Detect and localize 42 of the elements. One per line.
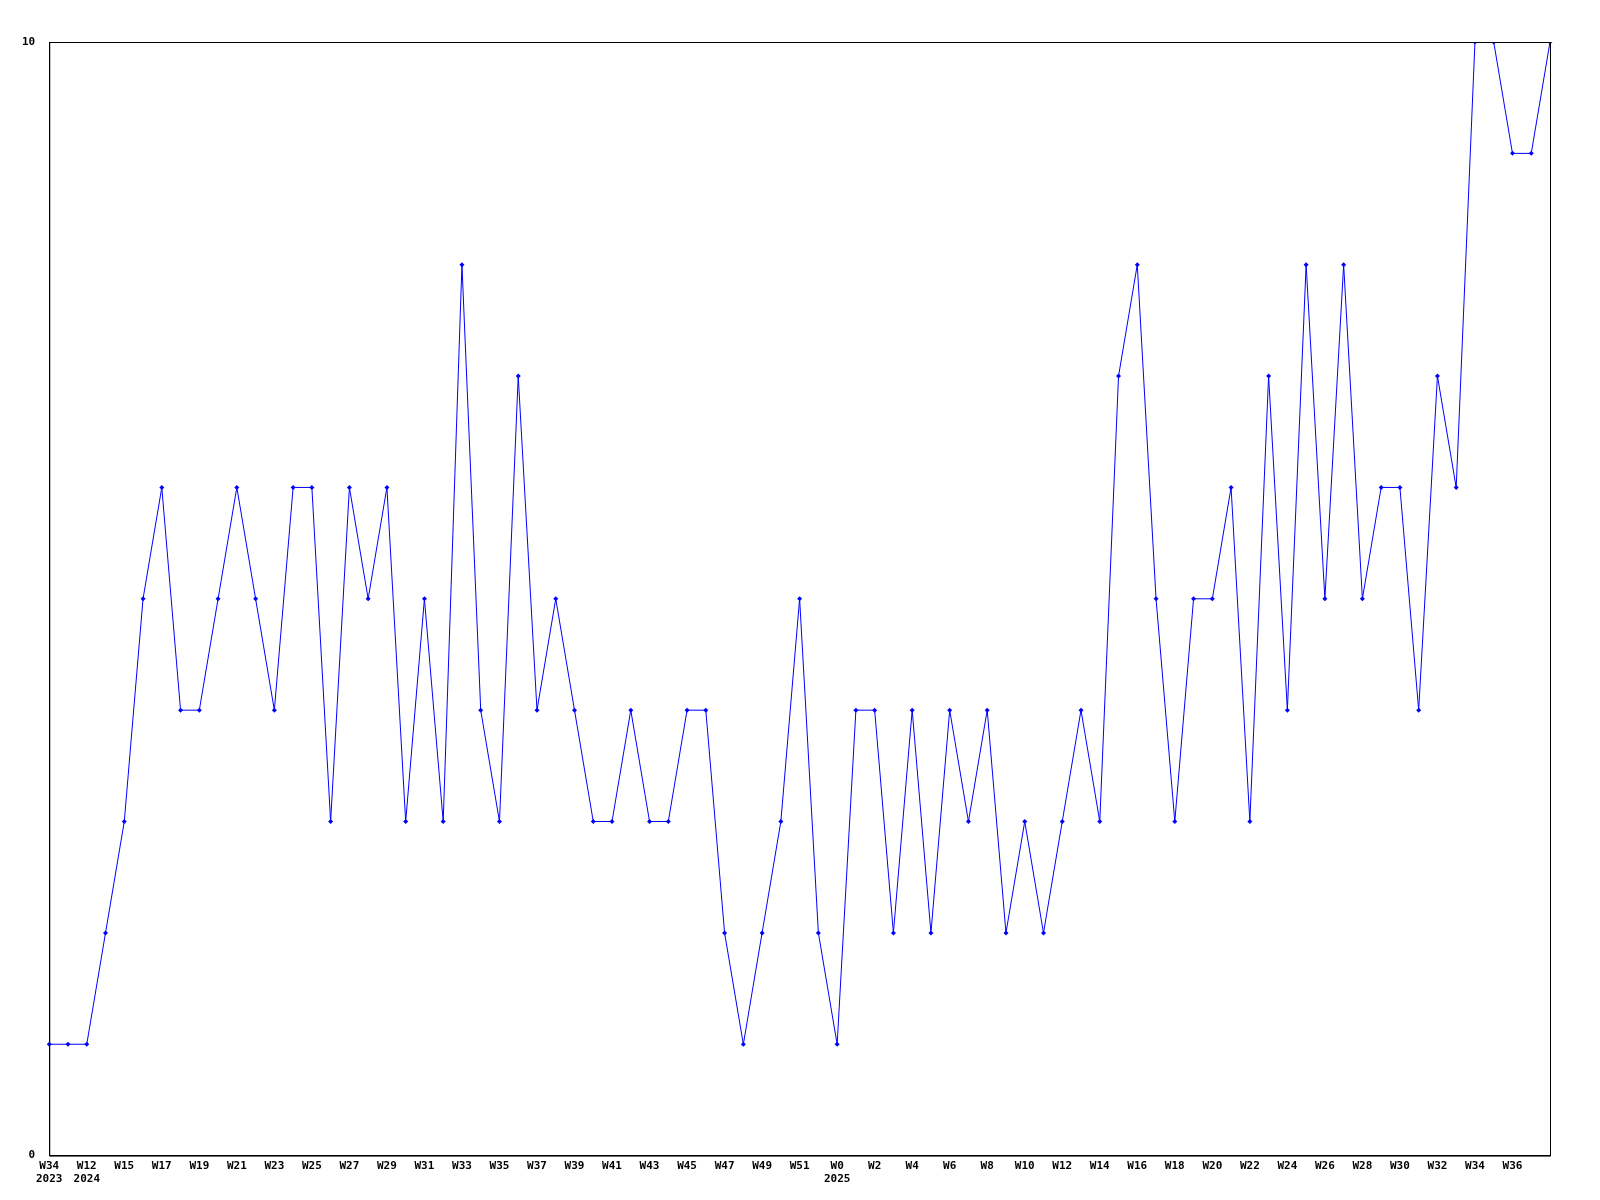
x-tick-label: W41 — [602, 1159, 623, 1173]
x-tick-label: W21 — [226, 1159, 248, 1173]
x-tick-label: W6 — [943, 1159, 957, 1173]
x-tick-label: W4 — [905, 1159, 920, 1173]
x-tick-label: W32 — [1427, 1159, 1448, 1173]
x-tick-label: W23 — [264, 1159, 285, 1173]
x-tick-label: W30 — [1389, 1159, 1410, 1173]
x-tick-label: W25 — [301, 1159, 322, 1173]
x-tick-label: W12 2024 — [73, 1159, 101, 1186]
x-tick-label: W20 — [1202, 1159, 1223, 1173]
x-tick-label: W12 — [1052, 1159, 1073, 1173]
x-tick-label: W17 — [151, 1159, 172, 1173]
x-tick-label: W49 — [752, 1159, 773, 1173]
x-tick-label: W16 — [1127, 1159, 1148, 1173]
x-tick-label: W18 — [1164, 1159, 1185, 1173]
x-tick-label: W31 — [414, 1159, 435, 1173]
x-tick-label: W8 — [980, 1159, 994, 1173]
x-tick-label: W34 2023 — [36, 1159, 63, 1186]
x-tick-label: W22 — [1239, 1159, 1260, 1173]
x-tick-label: W43 — [639, 1159, 660, 1173]
x-tick-label: W19 — [189, 1159, 210, 1173]
x-tick-label: W36 — [1502, 1159, 1523, 1173]
x-tick-label: W45 — [677, 1159, 697, 1173]
x-tick-label: W14 — [1089, 1159, 1111, 1173]
x-tick-label: W51 — [789, 1159, 810, 1173]
x-tick-label: W29 — [376, 1159, 397, 1173]
x-tick-label: W2 — [868, 1159, 882, 1173]
x-tick-label: W37 — [527, 1159, 547, 1173]
y-tick-label: 10 — [22, 34, 36, 48]
x-tick-label: W0 2025 — [823, 1159, 851, 1186]
x-tick-label: W35 — [489, 1159, 510, 1173]
y-tick-label: 0 — [28, 1148, 36, 1162]
x-tick-label: W24 — [1277, 1159, 1298, 1173]
x-tick-label: W27 — [339, 1159, 360, 1173]
x-tick-label: W28 — [1352, 1159, 1373, 1173]
x-tick-label: W39 — [564, 1159, 585, 1173]
x-tick-label: W47 — [714, 1159, 735, 1173]
x-tick-label: W34 — [1465, 1159, 1486, 1173]
x-tick-label: W26 — [1314, 1159, 1336, 1173]
x-tick-label: W15 — [114, 1159, 135, 1173]
x-tick-label: W10 — [1014, 1159, 1035, 1173]
x-tick-label: W33 — [452, 1159, 472, 1173]
